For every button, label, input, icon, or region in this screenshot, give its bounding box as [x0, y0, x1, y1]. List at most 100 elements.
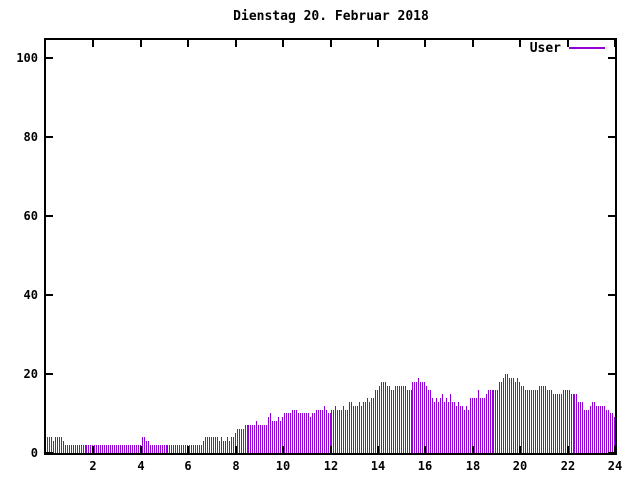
bar	[306, 413, 307, 453]
bar	[59, 437, 60, 453]
bar	[146, 441, 147, 453]
bar	[553, 394, 554, 453]
bar	[458, 402, 459, 453]
bar	[248, 425, 249, 453]
bar	[501, 382, 502, 453]
bar	[300, 413, 301, 453]
bar	[189, 445, 190, 453]
bar	[152, 445, 153, 453]
bar	[476, 398, 477, 453]
bar	[339, 410, 340, 453]
bar	[266, 425, 267, 453]
bar	[351, 402, 352, 453]
bar	[355, 406, 356, 453]
bar	[377, 390, 378, 453]
y-axis-label: 60	[23, 209, 38, 223]
bar	[116, 445, 117, 453]
bar	[276, 421, 277, 453]
bar	[132, 445, 133, 453]
bar	[472, 398, 473, 453]
bar	[316, 410, 317, 453]
bar	[286, 413, 287, 453]
bar	[237, 429, 238, 453]
bar	[442, 394, 443, 453]
bar	[418, 378, 419, 453]
bar	[393, 390, 394, 453]
bar	[592, 402, 593, 453]
bar	[365, 402, 366, 453]
bar	[166, 445, 167, 453]
axis-tick	[608, 373, 615, 375]
bar	[405, 386, 406, 453]
bar	[229, 441, 230, 453]
bar	[436, 398, 437, 453]
bar	[361, 406, 362, 453]
bar	[75, 445, 76, 453]
bar	[169, 445, 170, 453]
bar	[484, 398, 485, 453]
bar	[525, 390, 526, 453]
bar	[381, 382, 382, 453]
bar	[272, 421, 273, 453]
axis-tick	[567, 40, 569, 47]
bar	[256, 421, 257, 453]
x-axis-label: 14	[370, 459, 386, 473]
bar	[349, 402, 350, 453]
bar	[403, 386, 404, 453]
axis-tick	[608, 452, 615, 454]
bar	[106, 445, 107, 453]
bar	[314, 413, 315, 453]
bar	[150, 445, 151, 453]
bar	[324, 406, 325, 453]
bar	[47, 437, 48, 453]
bar	[547, 390, 548, 453]
bar	[584, 410, 585, 453]
bar	[102, 445, 103, 453]
bar	[511, 378, 512, 453]
bar	[582, 402, 583, 453]
bar	[304, 413, 305, 453]
axis-tick	[424, 40, 426, 47]
axis-tick	[377, 40, 379, 47]
bar	[399, 386, 400, 453]
bar	[108, 445, 109, 453]
bar	[298, 413, 299, 453]
bar	[507, 374, 508, 453]
bar	[456, 406, 457, 453]
bar	[104, 445, 105, 453]
bar	[557, 394, 558, 453]
bar	[290, 413, 291, 453]
axis-tick	[92, 446, 94, 453]
axis-tick	[46, 136, 53, 138]
bar	[503, 378, 504, 453]
bar	[288, 413, 289, 453]
bar	[330, 413, 331, 453]
x-axis-label: 6	[184, 459, 192, 473]
bar	[171, 445, 172, 453]
bar	[124, 445, 125, 453]
bar	[565, 390, 566, 453]
x-axis-label: 24	[607, 459, 623, 473]
y-axis-label: 40	[23, 288, 38, 302]
bar	[428, 390, 429, 453]
bar	[341, 410, 342, 453]
bar	[521, 386, 522, 453]
bar	[468, 410, 469, 453]
bar	[357, 406, 358, 453]
chart-title: Dienstag 20. Februar 2018	[233, 9, 429, 24]
bar	[608, 410, 609, 453]
bar	[284, 413, 285, 453]
bar	[156, 445, 157, 453]
bar	[359, 402, 360, 453]
bar	[195, 445, 196, 453]
bar	[499, 382, 500, 453]
bar	[610, 413, 611, 453]
bar	[320, 410, 321, 453]
bar	[371, 398, 372, 453]
bar	[77, 445, 78, 453]
bar	[535, 390, 536, 453]
bar	[373, 398, 374, 453]
x-axis-label: 8	[232, 459, 240, 473]
bar	[412, 382, 413, 453]
bar	[88, 445, 89, 453]
